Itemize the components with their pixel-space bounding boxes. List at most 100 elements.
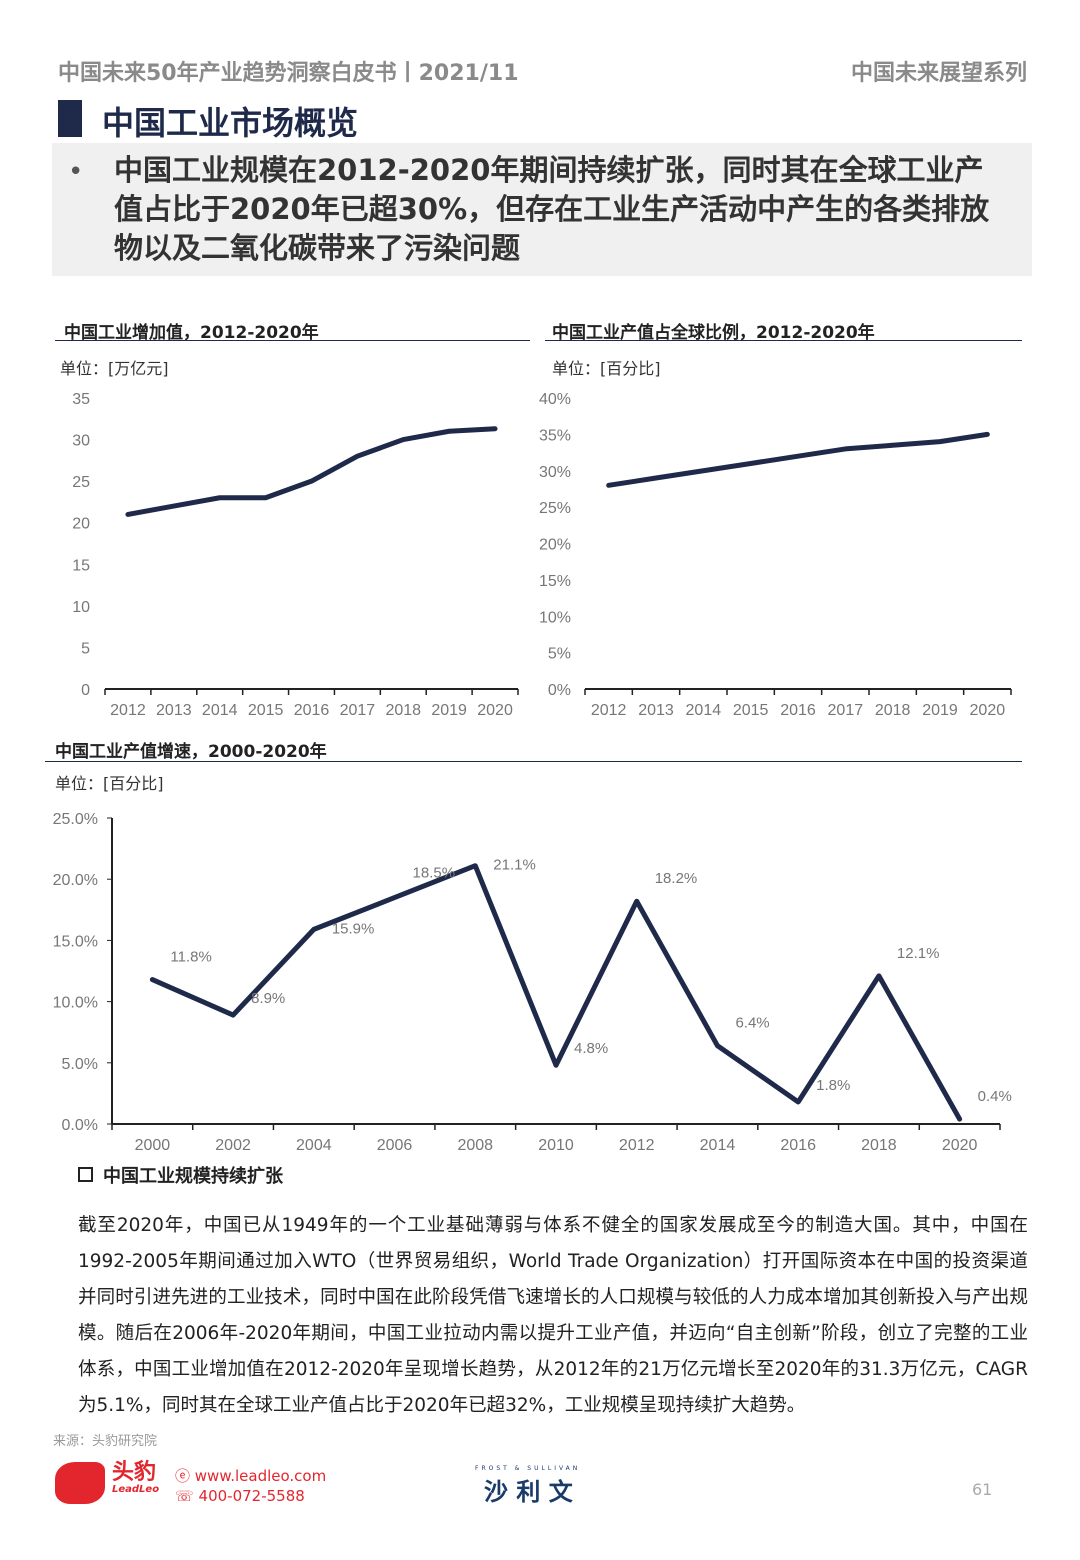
divider — [45, 761, 1022, 762]
x-tick-label: 2012 — [110, 702, 146, 719]
data-point — [448, 430, 451, 433]
header-series: 中国未来展望系列 — [850, 61, 1027, 86]
y-tick-label: 15.0% — [53, 933, 98, 950]
y-tick-label: 5.0% — [62, 1056, 98, 1073]
data-point — [218, 496, 221, 499]
x-tick-label: 2019 — [431, 702, 467, 719]
data-label: 12.1% — [897, 945, 940, 962]
data-label: 11.8% — [170, 949, 211, 966]
x-tick-label: 2012 — [591, 702, 627, 719]
chart3-title: 中国工业产值增速，2000-2020年 — [55, 742, 327, 762]
data-point — [891, 444, 894, 447]
data-label: 6.4% — [735, 1015, 769, 1032]
x-tick-label: 2014 — [700, 1137, 736, 1154]
y-tick-label: 25 — [72, 474, 90, 491]
x-tick-label: 2020 — [970, 702, 1006, 719]
x-tick-label: 2012 — [619, 1137, 655, 1154]
data-point — [172, 505, 175, 508]
y-tick-label: 15% — [539, 573, 571, 590]
section-heading: 中国工业规模持续扩张 — [78, 1162, 283, 1188]
data-label: 1.8% — [816, 1077, 850, 1094]
y-tick-label: 25% — [539, 500, 571, 517]
data-point — [716, 1044, 719, 1047]
data-label: 18.5% — [413, 865, 456, 882]
x-tick-label: 2004 — [296, 1137, 332, 1154]
section-heading-text: 中国工业规模持续扩张 — [103, 1166, 283, 1187]
y-tick-label: 10.0% — [53, 995, 98, 1012]
data-label: 8.9% — [251, 990, 285, 1007]
y-tick-label: 10% — [539, 609, 571, 626]
x-tick-label: 2016 — [294, 702, 330, 719]
body-text: 截至2020年，中国已从1949年的一个工业基础薄弱与体系不健全的国家发展成至今… — [78, 1215, 1028, 1416]
data-point — [986, 433, 989, 436]
y-tick-label: 35 — [72, 391, 90, 408]
page-title: 中国工业市场概览 — [102, 104, 359, 142]
x-tick-label: 2010 — [538, 1137, 574, 1154]
x-tick-label: 2018 — [861, 1137, 897, 1154]
title-accent — [58, 100, 82, 137]
x-tick-label: 2015 — [733, 702, 769, 719]
data-point — [310, 480, 313, 483]
x-tick-label: 2013 — [156, 702, 192, 719]
x-tick-label: 2013 — [638, 702, 674, 719]
data-point — [126, 513, 129, 516]
y-tick-label: 35% — [539, 427, 571, 444]
y-tick-label: 10 — [72, 599, 90, 616]
data-point — [702, 469, 705, 472]
data-point — [607, 484, 610, 487]
website-text: www.leadleo.com — [194, 1467, 327, 1485]
x-tick-label: 2014 — [686, 702, 722, 719]
y-tick-label: 5% — [548, 646, 571, 663]
summary-box: • 中国工业规模在2012-2020年期间持续扩张，同时其在全球工业产值占比于2… — [52, 143, 1032, 276]
x-tick-label: 2019 — [922, 702, 958, 719]
data-point — [655, 477, 657, 480]
data-point — [939, 440, 941, 443]
y-tick-label: 20 — [72, 516, 90, 533]
y-tick-label: 20.0% — [53, 872, 98, 889]
website-link[interactable]: ⓔ www.leadleo.com — [175, 1467, 327, 1485]
data-point — [312, 928, 315, 931]
data-label: 0.4% — [978, 1088, 1012, 1105]
bullet-icon: • — [68, 157, 84, 187]
y-tick-label: 0% — [548, 682, 571, 699]
data-point — [356, 455, 359, 458]
summary-text: 中国工业规模在2012-2020年期间持续扩张，同时其在全球工业产值占比于202… — [114, 153, 990, 265]
data-point — [264, 496, 267, 499]
y-tick-label: 30% — [539, 464, 571, 481]
data-label: 21.1% — [493, 857, 536, 874]
x-tick-label: 2008 — [457, 1137, 493, 1154]
chart2-unit: 单位：[百分比] — [552, 359, 661, 378]
y-tick-label: 40% — [539, 391, 571, 408]
data-point — [877, 974, 880, 977]
chart2-title: 中国工业产值占全球比例，2012-2020年 — [552, 323, 875, 343]
y-tick-label: 0 — [81, 682, 90, 699]
data-point — [494, 427, 497, 430]
x-tick-label: 2016 — [780, 702, 816, 719]
phone: ☏ 400-072-5588 — [175, 1487, 305, 1505]
y-tick-label: 25.0% — [53, 811, 98, 828]
data-point — [151, 978, 154, 981]
leadleo-logo-text: 头豹 LeadLeo — [112, 1460, 160, 1496]
x-tick-label: 2018 — [875, 702, 911, 719]
partner-logo-cn: 沙 利 文 — [484, 1478, 573, 1506]
data-label: 4.8% — [574, 1040, 608, 1057]
x-tick-label: 2014 — [202, 702, 238, 719]
checkbox-icon — [78, 1167, 93, 1182]
y-tick-label: 15 — [72, 557, 90, 574]
y-tick-label: 0.0% — [62, 1117, 98, 1134]
data-point — [844, 447, 847, 450]
data-label: 18.2% — [655, 870, 698, 887]
header-title: 中国未来50年产业趋势洞察白皮书丨2021/11 — [58, 61, 519, 86]
data-point — [402, 438, 405, 441]
source-note: 来源：头豹研究院 — [53, 1434, 158, 1449]
x-tick-label: 2006 — [377, 1137, 413, 1154]
series-line — [125, 426, 498, 517]
x-tick-label: 2018 — [385, 702, 421, 719]
charts: 0 5 10 15 20 25 30 35 2012 2013 2014 2015 2016 2017 20… — [53, 391, 1012, 1154]
chart1-unit: 单位：[万亿元] — [60, 359, 169, 378]
divider — [55, 340, 530, 341]
phone-text: 400-072-5588 — [198, 1487, 305, 1505]
y-tick-label: 20% — [539, 537, 571, 554]
data-point — [232, 1014, 235, 1017]
chart1-title: 中国工业增加值，2012-2020年 — [64, 323, 319, 343]
